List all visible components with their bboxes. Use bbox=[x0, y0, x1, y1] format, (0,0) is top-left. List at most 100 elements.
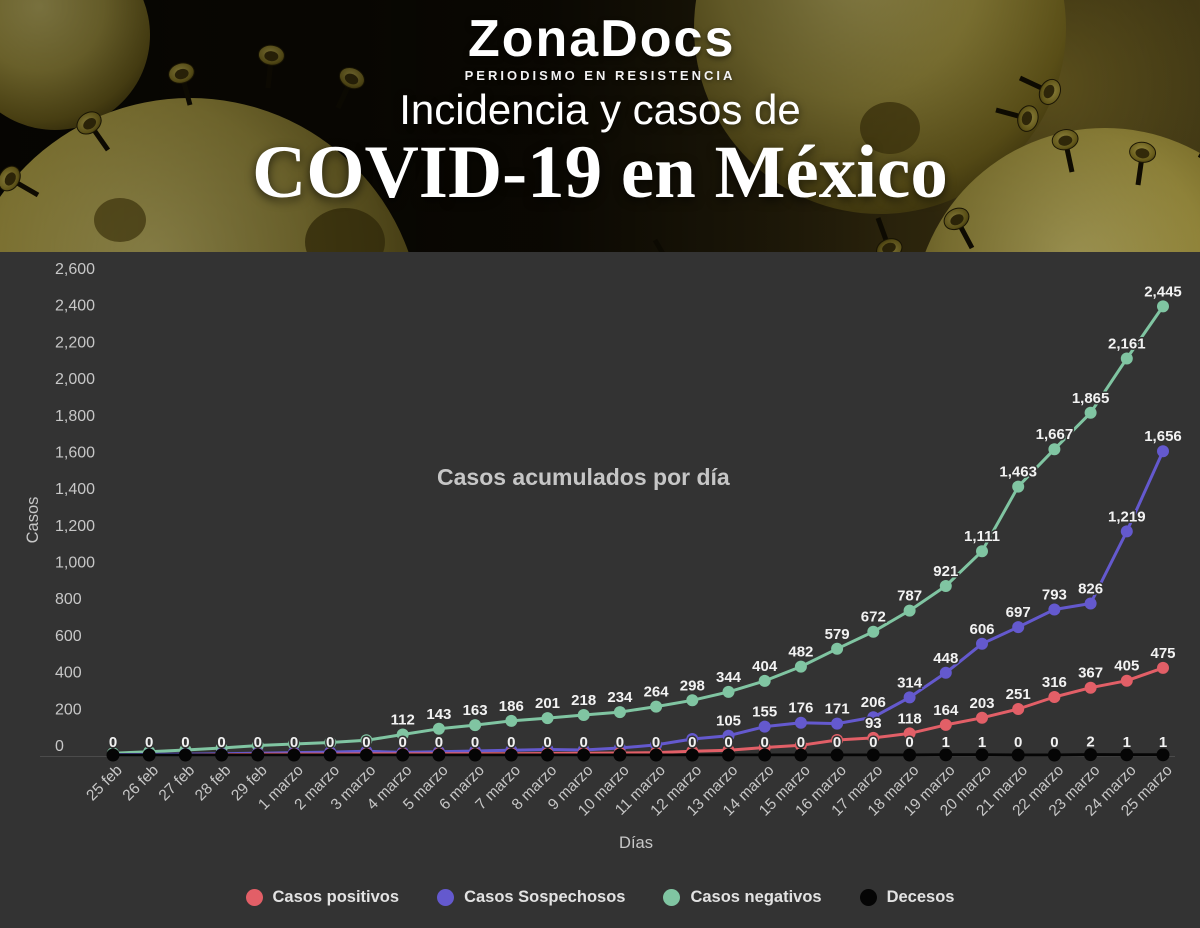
y-tick-label: 1,000 bbox=[55, 555, 95, 572]
data-point-decesos bbox=[613, 748, 627, 762]
y-tick-label: 1,400 bbox=[55, 481, 95, 498]
y-tick-label: 2,000 bbox=[55, 371, 95, 388]
data-point-casos-positivos bbox=[1012, 703, 1025, 715]
data-label-casos-sospechosos: 155 bbox=[752, 704, 777, 721]
page-title: COVID-19 en México bbox=[252, 131, 948, 214]
data-label-decesos: 0 bbox=[181, 734, 189, 751]
legend-dot-casos-sospechosos bbox=[437, 889, 455, 906]
data-point-decesos bbox=[106, 748, 120, 762]
data-point-casos-sospechosos bbox=[1157, 445, 1169, 458]
data-point-decesos bbox=[685, 748, 699, 762]
data-point-casos-negativos bbox=[831, 642, 844, 655]
data-point-casos-negativos bbox=[903, 604, 916, 617]
data-point-casos-sospechosos bbox=[722, 729, 735, 742]
data-point-decesos bbox=[903, 748, 917, 762]
data-label-decesos: 0 bbox=[1050, 734, 1058, 751]
data-point-casos-negativos bbox=[469, 719, 482, 732]
data-point-decesos bbox=[396, 748, 410, 762]
data-label-casos-negativos: 2,445 bbox=[1144, 283, 1182, 300]
data-label-casos-negativos: 264 bbox=[644, 684, 670, 701]
data-label-casos-positivos: 203 bbox=[969, 695, 994, 712]
data-point-casos-sospechosos bbox=[758, 720, 771, 733]
chart-legend: Casos positivos Casos Sospechosos Casos ne… bbox=[0, 888, 1200, 907]
data-label-casos-negativos: 234 bbox=[607, 689, 633, 706]
data-label-casos-positivos: 164 bbox=[933, 702, 959, 719]
data-point-decesos bbox=[975, 748, 989, 762]
data-point-casos-negativos bbox=[686, 694, 699, 707]
data-label-casos-positivos: 93 bbox=[865, 715, 882, 732]
data-point-decesos bbox=[866, 748, 880, 762]
data-label-decesos: 0 bbox=[761, 734, 769, 751]
legend-item-casos-sospechosos: Casos Sospechosos bbox=[437, 888, 625, 907]
data-label-decesos: 0 bbox=[471, 734, 479, 751]
data-label-casos-sospechosos: 606 bbox=[969, 621, 994, 638]
y-tick-label: 1,800 bbox=[55, 408, 95, 425]
x-tick-label: 27 feb bbox=[156, 762, 199, 805]
data-point-casos-sospechosos bbox=[1048, 603, 1061, 616]
data-label-casos-negativos: 579 bbox=[825, 626, 850, 643]
data-point-casos-negativos bbox=[976, 545, 988, 558]
data-point-decesos bbox=[758, 748, 772, 762]
plot-region: 02004006008001,0001,2001,4001,6001,8002,… bbox=[40, 261, 1183, 820]
data-point-decesos bbox=[1011, 748, 1025, 762]
data-point-casos-sospechosos bbox=[1084, 597, 1097, 610]
data-point-casos-negativos bbox=[1012, 480, 1025, 493]
data-point-casos-negativos bbox=[1084, 406, 1097, 419]
data-point-casos-positivos bbox=[867, 731, 880, 744]
data-label-decesos: 2 bbox=[1086, 734, 1094, 751]
y-tick-label: 200 bbox=[55, 701, 82, 718]
legend-item-casos-negativos: Casos negativos bbox=[663, 888, 822, 907]
y-tick-label: 600 bbox=[55, 628, 82, 645]
data-point-casos-positivos bbox=[1084, 681, 1097, 694]
data-label-decesos: 1 bbox=[1123, 734, 1131, 751]
data-label-decesos: 0 bbox=[254, 734, 262, 751]
data-label-casos-negativos: 787 bbox=[897, 588, 922, 605]
data-label-casos-sospechosos: 793 bbox=[1042, 587, 1067, 604]
data-label-casos-positivos: 475 bbox=[1150, 645, 1175, 662]
data-point-casos-negativos bbox=[650, 700, 663, 713]
data-point-casos-negativos bbox=[541, 712, 554, 725]
header-subtitle: Incidencia y casos de bbox=[399, 86, 801, 133]
data-point-casos-positivos bbox=[794, 739, 807, 752]
data-point-casos-negativos bbox=[360, 734, 373, 747]
data-label-casos-positivos: 316 bbox=[1042, 674, 1067, 691]
data-point-casos-positivos bbox=[939, 718, 952, 731]
data-label-casos-sospechosos: 826 bbox=[1078, 581, 1103, 598]
data-point-casos-sospechosos bbox=[831, 717, 844, 730]
y-tick-label: 1,600 bbox=[55, 444, 95, 461]
line-chart: Casos Días 02004006008001,0001,2001,4001… bbox=[24, 261, 1183, 852]
data-point-casos-sospechosos bbox=[867, 711, 880, 724]
y-tick-label: 0 bbox=[55, 738, 64, 755]
legend-item-casos-positivos: Casos positivos bbox=[245, 888, 400, 907]
data-point-casos-negativos bbox=[794, 660, 807, 673]
header-dark-overlay bbox=[0, 0, 1200, 252]
data-label-casos-negativos: 1,667 bbox=[1036, 426, 1074, 443]
data-point-decesos bbox=[939, 748, 953, 762]
data-point-casos-negativos bbox=[324, 736, 337, 749]
data-label-decesos: 0 bbox=[869, 734, 877, 751]
data-point-casos-sospechosos bbox=[903, 691, 916, 704]
data-label-decesos: 0 bbox=[652, 734, 660, 751]
data-point-decesos bbox=[541, 748, 554, 762]
data-label-casos-sospechosos: 697 bbox=[1006, 604, 1031, 621]
data-label-casos-negativos: 404 bbox=[752, 658, 778, 675]
data-point-decesos bbox=[432, 748, 446, 762]
data-label-decesos: 0 bbox=[435, 734, 443, 751]
chart-title: Casos acumulados por día bbox=[437, 464, 730, 490]
data-label-decesos: 0 bbox=[290, 734, 298, 751]
y-axis-title: Casos bbox=[24, 497, 42, 544]
data-label-decesos: 0 bbox=[724, 734, 732, 751]
data-point-decesos bbox=[323, 748, 337, 762]
data-label-casos-sospechosos: 176 bbox=[788, 700, 813, 717]
data-label-casos-negativos: 143 bbox=[426, 706, 451, 723]
data-point-decesos bbox=[468, 748, 482, 762]
legend-dot-casos-negativos bbox=[663, 889, 681, 906]
data-point-casos-negativos bbox=[939, 580, 952, 592]
data-label-casos-negativos: 218 bbox=[571, 692, 596, 709]
data-point-casos-positivos bbox=[1120, 674, 1133, 687]
data-label-casos-sospechosos: 1,656 bbox=[1144, 428, 1182, 445]
y-tick-label: 2,200 bbox=[55, 334, 95, 351]
data-point-casos-negativos bbox=[396, 728, 409, 741]
legend-label: Casos positivos bbox=[272, 888, 400, 906]
data-point-casos-negativos bbox=[613, 706, 626, 719]
